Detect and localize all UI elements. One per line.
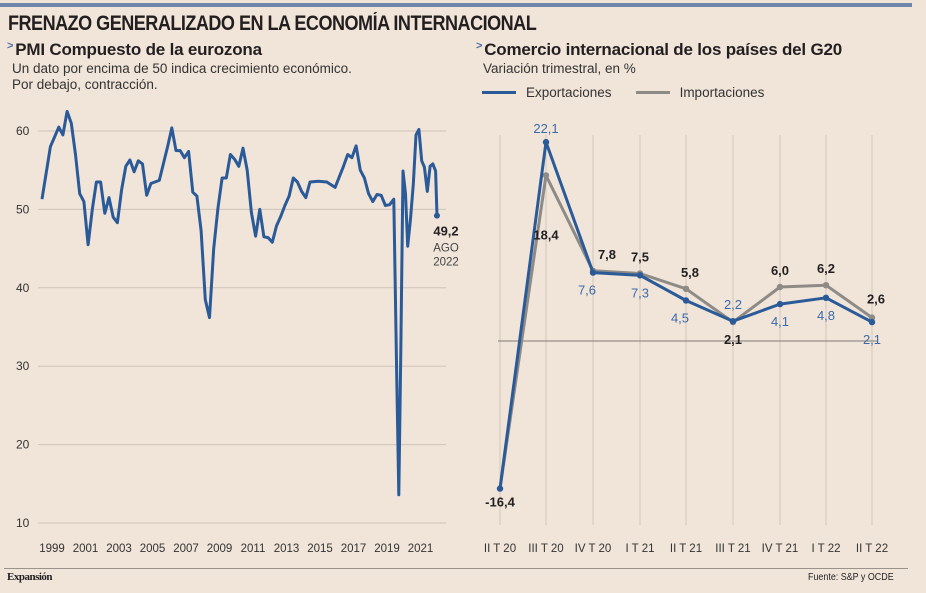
exports-point bbox=[636, 272, 644, 279]
pmi-series-line bbox=[40, 109, 439, 497]
exports-point bbox=[589, 269, 597, 276]
exports-point bbox=[822, 294, 830, 301]
pmi-last-value-label: 49,2 bbox=[433, 224, 458, 239]
imports-point bbox=[776, 283, 784, 291]
x-tick-label: 2021 bbox=[408, 543, 434, 555]
exports-point bbox=[729, 318, 737, 325]
x-tick-label: 2003 bbox=[106, 543, 132, 555]
x-tick-label: III T 20 bbox=[528, 543, 563, 555]
legend-item-exports: Exportaciones bbox=[482, 85, 612, 100]
exports-point bbox=[496, 485, 504, 492]
brand-logo: Expansión bbox=[7, 571, 53, 583]
x-tick-label: II T 22 bbox=[856, 543, 888, 555]
exports-data-label: -16,4 bbox=[485, 495, 515, 510]
footer-divider bbox=[4, 568, 908, 569]
y-tick-label: 40 bbox=[16, 281, 30, 295]
x-tick-label: I T 21 bbox=[626, 543, 655, 555]
imports-point bbox=[682, 285, 690, 292]
caret-icon: > bbox=[7, 40, 14, 52]
pmi-chart-title: > PMI Compuesto de la eurozona bbox=[7, 40, 262, 60]
x-tick-label: 2005 bbox=[140, 543, 166, 555]
legend-label-exports: Exportaciones bbox=[526, 85, 612, 100]
imports-point bbox=[868, 314, 876, 321]
x-tick-label: 2007 bbox=[173, 543, 199, 555]
exports-data-label: 2,2 bbox=[724, 297, 742, 312]
exports-data-label: 7,3 bbox=[631, 285, 649, 300]
x-tick-label: 2009 bbox=[207, 543, 233, 555]
imports-data-label: 2,1 bbox=[724, 332, 742, 347]
pmi-description-line2: Por debajo, contracción. bbox=[12, 77, 158, 92]
y-tick-label: 60 bbox=[16, 124, 30, 138]
x-tick-label: 2011 bbox=[241, 543, 266, 555]
legend-swatch-imports bbox=[635, 91, 670, 94]
exports-point bbox=[776, 300, 784, 308]
imports-data-label: 18,4 bbox=[533, 227, 559, 242]
x-tick-label: II T 20 bbox=[484, 543, 516, 555]
y-tick-label: 30 bbox=[16, 359, 30, 373]
legend-label-imports: Importaciones bbox=[679, 85, 765, 100]
y-tick-label: 10 bbox=[16, 516, 30, 530]
imports-data-label: 6,0 bbox=[771, 263, 789, 278]
exports-point bbox=[868, 318, 876, 326]
pmi-chart: 10 20 30 40 50 60 1999 2001 2003 2005 2007 2009 2011… bbox=[16, 109, 459, 555]
x-tick-label: 2017 bbox=[341, 543, 367, 555]
x-tick-label: III T 21 bbox=[715, 543, 750, 555]
imports-point bbox=[542, 172, 550, 179]
caret-icon: > bbox=[476, 40, 483, 52]
exports-data-label: 4,1 bbox=[771, 314, 789, 329]
pmi-chart-title-text: PMI Compuesto de la eurozona bbox=[15, 40, 262, 59]
imports-point bbox=[822, 282, 830, 289]
x-tick-label: 2019 bbox=[374, 543, 400, 555]
pmi-last-point bbox=[433, 212, 440, 219]
pmi-last-year-label: 2022 bbox=[433, 257, 459, 269]
imports-data-label: 7,8 bbox=[598, 247, 616, 262]
x-tick-label: IV T 21 bbox=[762, 543, 799, 555]
trade-chart-title: > Comercio internacional de los países de… bbox=[476, 40, 842, 60]
exports-point bbox=[682, 297, 690, 304]
legend-swatch-exports bbox=[482, 91, 516, 94]
trade-description: Variación trimestral, en % bbox=[483, 61, 636, 76]
x-tick-label: I T 22 bbox=[812, 543, 841, 555]
y-tick-label: 20 bbox=[16, 438, 30, 452]
x-tick-label: 2015 bbox=[307, 543, 333, 555]
exports-data-label: 7,6 bbox=[578, 283, 596, 298]
pmi-last-month-label: AGO bbox=[433, 243, 459, 255]
trade-legend: Exportaciones Importaciones bbox=[482, 85, 788, 100]
x-tick-label: 1999 bbox=[39, 543, 65, 555]
exports-data-label: 4,8 bbox=[817, 308, 835, 323]
source-note: Fuente: S&P y OCDE bbox=[808, 571, 894, 583]
header-accent-bar bbox=[0, 3, 912, 7]
page-title: FRENAZO GENERALIZADO EN LA ECONOMÍA INTE… bbox=[8, 12, 537, 35]
x-tick-label: II T 21 bbox=[670, 543, 702, 555]
legend-item-imports: Importaciones bbox=[635, 85, 765, 100]
x-tick-label: IV T 20 bbox=[575, 543, 612, 555]
imports-data-label: 2,6 bbox=[867, 292, 885, 307]
pmi-description-line1: Un dato por encima de 50 indica crecimie… bbox=[12, 61, 352, 76]
imports-data-label: 5,8 bbox=[681, 265, 699, 280]
exports-data-label: 2,1 bbox=[863, 332, 881, 347]
x-tick-label: 2001 bbox=[73, 543, 99, 555]
trade-chart-title-text: Comercio internacional de los países del… bbox=[484, 40, 843, 59]
exports-data-label: 22,1 bbox=[533, 121, 558, 136]
x-tick-label: 2013 bbox=[274, 543, 300, 555]
exports-point bbox=[542, 138, 550, 146]
exports-data-label: 4,5 bbox=[671, 311, 689, 326]
y-tick-label: 50 bbox=[16, 202, 30, 216]
trade-chart: II T 20 III T 20 IV T 20 I T 21 II T 21 III T… bbox=[484, 121, 888, 555]
imports-data-label: 6,2 bbox=[817, 261, 835, 276]
imports-data-label: 7,5 bbox=[631, 250, 649, 265]
